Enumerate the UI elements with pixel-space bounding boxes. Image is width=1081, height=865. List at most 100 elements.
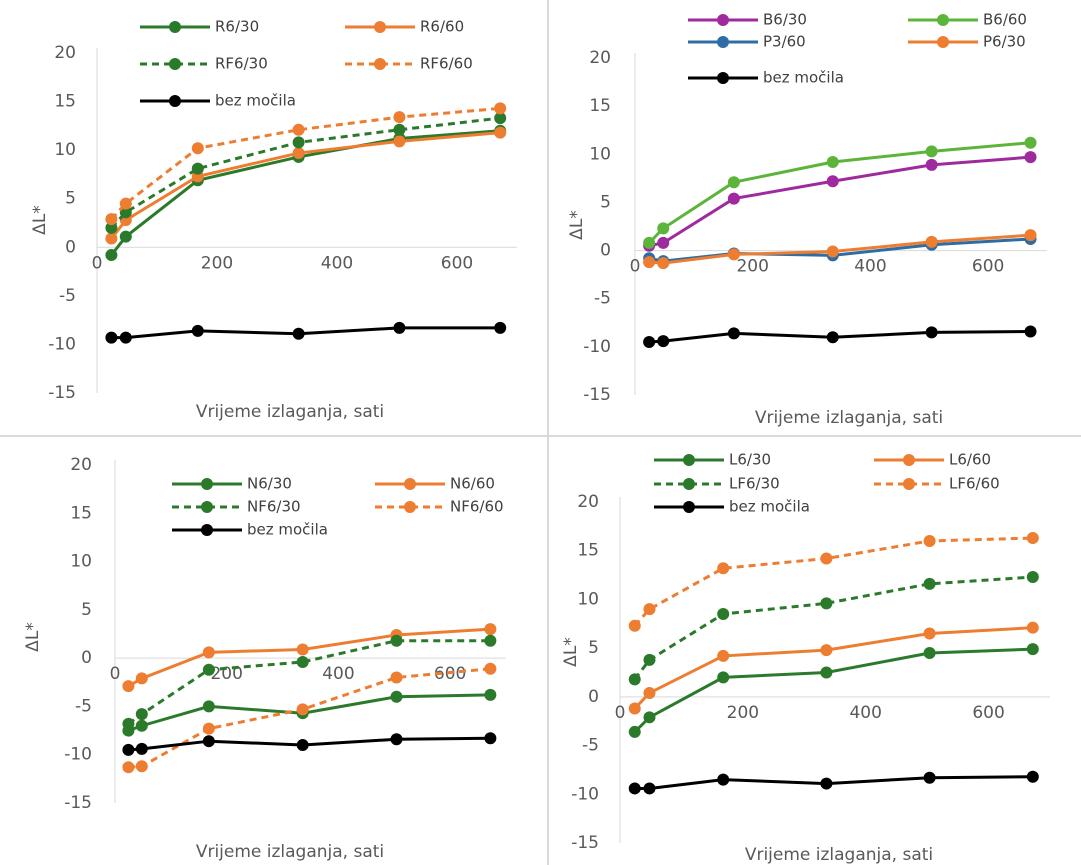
- marker: [292, 327, 305, 340]
- marker: [717, 608, 730, 621]
- x-axis-title: Vrijeme izlaganja, sati: [196, 842, 384, 862]
- y-tick-label: -5: [75, 696, 92, 716]
- legend-marker: [201, 524, 213, 536]
- marker: [826, 155, 839, 168]
- y-axis-title: ΔL*: [23, 622, 43, 652]
- y-tick-label: -10: [583, 337, 611, 357]
- marker: [923, 771, 936, 784]
- panel: -15 -10 -5 0 5 10 15 20 0 200 400 600 ΔL* Vrijeme izl…: [549, 0, 1081, 437]
- x-tick-label: 600: [972, 257, 1004, 277]
- marker: [727, 327, 740, 340]
- y-tick-label: 5: [600, 192, 611, 212]
- marker: [122, 680, 135, 693]
- legend-label: B6/30: [763, 11, 807, 29]
- y-tick-label: -5: [594, 289, 611, 309]
- legend-marker: [169, 21, 181, 33]
- x-tick-label: 0: [615, 703, 626, 723]
- legend-marker: [404, 501, 416, 513]
- x-tick-label: 400: [854, 257, 886, 277]
- series-line: [633, 575, 1033, 681]
- marker: [202, 700, 215, 713]
- y-tick-label: 10: [577, 589, 599, 609]
- marker: [1026, 770, 1039, 783]
- marker: [119, 197, 132, 210]
- y-tick-label: 5: [81, 600, 92, 620]
- marker: [122, 717, 135, 730]
- legend-marker: [169, 95, 181, 107]
- legend-marker: [374, 21, 386, 33]
- legend-label: RF6/60: [420, 55, 473, 73]
- legend-marker: [201, 478, 213, 490]
- marker: [1024, 136, 1037, 149]
- legend-marker: [683, 454, 695, 466]
- marker: [820, 597, 833, 610]
- marker: [923, 577, 936, 590]
- marker: [826, 245, 839, 258]
- marker: [1024, 325, 1037, 338]
- marker: [925, 145, 938, 158]
- legend-label: N6/30: [247, 475, 292, 493]
- marker: [296, 656, 309, 669]
- y-tick-label: -15: [583, 385, 611, 405]
- legend-label: R6/60: [420, 18, 464, 36]
- marker: [484, 623, 497, 636]
- marker: [717, 773, 730, 786]
- marker: [484, 688, 497, 701]
- legend-label: N6/60: [450, 475, 495, 493]
- legend-marker: [903, 454, 915, 466]
- marker: [105, 213, 118, 226]
- x-tick-label: 600: [972, 703, 1004, 723]
- panel: -15 -10 -5 0 5 10 15 20 0 200 400 600 ΔL* Vrijeme izl…: [549, 437, 1081, 865]
- marker: [727, 192, 740, 205]
- y-tick-label: -10: [64, 745, 92, 765]
- marker: [727, 248, 740, 261]
- x-tick-label: 600: [441, 253, 473, 273]
- y-tick-label: 20: [589, 48, 611, 68]
- y-tick-label: -15: [64, 793, 92, 813]
- series-line: [634, 775, 1033, 790]
- legend-label: bez močila: [763, 69, 844, 87]
- marker: [202, 646, 215, 659]
- marker: [643, 686, 656, 699]
- legend-label: bez močila: [729, 498, 810, 516]
- marker: [191, 324, 204, 337]
- marker: [105, 221, 118, 234]
- y-tick-label: -15: [571, 833, 599, 853]
- y-tick-label: 5: [65, 189, 76, 209]
- marker: [1026, 621, 1039, 634]
- marker: [292, 123, 305, 136]
- legend-marker: [717, 72, 729, 84]
- legend-label: LF6/30: [729, 475, 780, 493]
- marker: [390, 733, 403, 746]
- legend-marker: [717, 14, 729, 26]
- panel: -15 -10 -5 0 5 10 15 20 0 200 400 600 ΔL* Vrijeme izl…: [0, 0, 549, 437]
- marker: [393, 135, 406, 148]
- series-line: [111, 326, 501, 340]
- x-tick-label: 200: [210, 664, 242, 684]
- legend-marker: [404, 478, 416, 490]
- x-tick-label: 400: [849, 703, 881, 723]
- marker: [925, 158, 938, 171]
- marker: [135, 742, 148, 755]
- y-tick-label: 15: [54, 92, 76, 112]
- x-tick-label: 400: [321, 253, 353, 273]
- marker: [191, 162, 204, 175]
- marker: [393, 123, 406, 136]
- marker: [122, 761, 135, 774]
- y-tick-label: 0: [588, 687, 599, 707]
- marker: [643, 711, 656, 724]
- legend-marker: [937, 36, 949, 48]
- y-tick-label: 0: [65, 237, 76, 257]
- marker: [484, 662, 497, 675]
- x-tick-label: 0: [630, 257, 641, 277]
- marker: [1024, 229, 1037, 242]
- y-tick-label: 20: [54, 43, 76, 63]
- series-line: [128, 667, 491, 769]
- panel: -15 -10 -5 0 5 10 15 20 0 200 400 600 ΔL* Vrijeme izl…: [0, 437, 549, 865]
- marker: [1024, 151, 1037, 164]
- marker: [628, 725, 641, 738]
